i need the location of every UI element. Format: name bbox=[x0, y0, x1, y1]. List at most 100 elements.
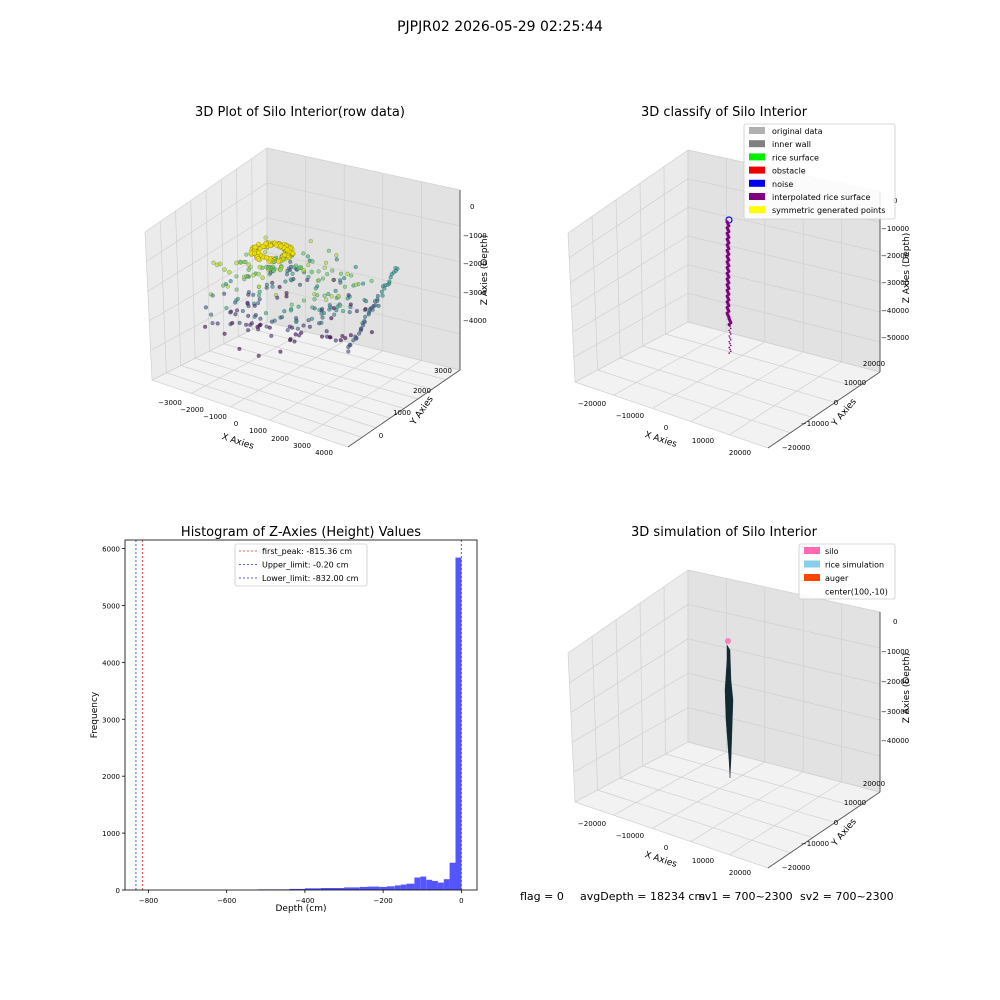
scatter-point bbox=[245, 300, 250, 305]
scatter-point bbox=[348, 333, 353, 338]
scatter-point bbox=[238, 260, 243, 265]
x-grid-line bbox=[238, 336, 433, 390]
y-tick-label: −10000 bbox=[801, 420, 829, 428]
scatter-point bbox=[246, 328, 251, 333]
x-grid-line bbox=[195, 357, 391, 419]
panel4-axes bbox=[567, 569, 881, 869]
z-grid-line bbox=[570, 638, 689, 713]
scatter-point bbox=[312, 297, 317, 302]
y-tick-label: 6000 bbox=[102, 546, 120, 554]
back-left-pane bbox=[568, 570, 688, 802]
scatter-point bbox=[322, 293, 327, 298]
histogram-bar bbox=[320, 888, 345, 890]
scatter-point bbox=[263, 311, 268, 316]
scatter-point bbox=[289, 308, 294, 313]
z-tick-label: −30000 bbox=[881, 708, 909, 716]
scatter-point bbox=[246, 262, 251, 267]
x-tick-label: 0 bbox=[459, 897, 463, 905]
z-tick-label: −1000 bbox=[463, 232, 487, 240]
x-grid-line bbox=[597, 789, 791, 854]
scatter-point bbox=[256, 301, 261, 306]
scatter-point bbox=[251, 292, 256, 297]
y-grid-line bbox=[269, 350, 383, 421]
panel-histogram: Histogram of Z-Axies (Height) Values −80… bbox=[90, 525, 478, 914]
z-grid-line bbox=[574, 321, 689, 383]
scatter-point bbox=[264, 255, 270, 261]
x-grid-line bbox=[220, 179, 225, 344]
histogram-vlines bbox=[135, 540, 462, 890]
panel-3d-classify: 3D classify of Silo Interior −20000 −1000… bbox=[567, 105, 912, 457]
x-grid-line bbox=[620, 357, 813, 418]
scatter-point bbox=[281, 256, 286, 262]
x-grid-line bbox=[574, 801, 769, 869]
histogram-bar bbox=[449, 862, 456, 890]
x-grid-line bbox=[663, 586, 666, 755]
panel1-title: 3D Plot of Silo Interior(row data) bbox=[195, 105, 405, 120]
scatter-point bbox=[338, 338, 343, 343]
z-grid-line bbox=[687, 264, 881, 313]
x-tick-label: 3000 bbox=[293, 442, 311, 450]
y-tick-label: 1000 bbox=[102, 830, 120, 838]
histogram-bar bbox=[367, 886, 380, 890]
y-tick-label: −20000 bbox=[782, 864, 810, 872]
scatter-point bbox=[256, 353, 261, 358]
scatter-point bbox=[234, 287, 239, 292]
legend-swatch bbox=[804, 574, 820, 581]
scatter-point bbox=[257, 297, 262, 302]
scatter-point bbox=[347, 310, 352, 315]
x-grid-line bbox=[639, 603, 644, 767]
scatter-point bbox=[203, 305, 208, 310]
panel4-tick-labels: −20000 −10000 0 10000 20000 −20000 −10000 0 1000… bbox=[578, 618, 909, 877]
silo-marker bbox=[725, 638, 731, 644]
legend-swatch bbox=[749, 127, 765, 134]
y-tick-label: 3000 bbox=[434, 367, 452, 375]
scatter-point bbox=[361, 281, 366, 286]
scatter-point bbox=[270, 319, 275, 324]
legend-label: rice simulation bbox=[825, 561, 884, 570]
histogram-bar bbox=[394, 885, 401, 890]
scatter-point bbox=[301, 268, 306, 273]
scatter-point bbox=[257, 293, 262, 298]
panel3-title: Histogram of Z-Axies (Height) Values bbox=[181, 525, 421, 540]
z-grid-line bbox=[573, 707, 689, 773]
x-tick-label: 4000 bbox=[315, 449, 333, 457]
scatter-point bbox=[342, 276, 347, 281]
scatter-point bbox=[353, 265, 358, 270]
histogram-bar bbox=[400, 884, 407, 890]
scatter-point bbox=[332, 312, 337, 317]
histogram-bar bbox=[406, 883, 415, 890]
panel2-legend: original data inner wall rice surface obsta… bbox=[743, 123, 896, 220]
histogram-legend: first_peak: -815.36 cm Upper_limit: -0.20… bbox=[234, 543, 368, 587]
scatter-point bbox=[282, 252, 288, 258]
z-grid-line bbox=[687, 569, 881, 613]
scatter-point bbox=[230, 321, 235, 326]
scatter-point bbox=[301, 251, 306, 256]
scatter-point bbox=[255, 324, 260, 329]
scatter-point bbox=[296, 304, 301, 309]
panel4-zlabel: Z Axies (Depth) bbox=[902, 653, 912, 724]
interpolated-surface-point bbox=[728, 346, 730, 349]
back-left-pane bbox=[568, 150, 688, 382]
scatter-point bbox=[351, 338, 356, 343]
x-grid-line bbox=[151, 379, 349, 448]
scatter-point bbox=[329, 316, 334, 321]
interpolated-surface-point bbox=[728, 352, 730, 354]
x-grid-line bbox=[567, 652, 576, 803]
x-axis-line bbox=[767, 791, 881, 869]
x-grid-line bbox=[223, 343, 419, 400]
scatter-point bbox=[341, 309, 346, 314]
histogram-bar bbox=[443, 879, 450, 890]
panel-3d-raw: 3D Plot of Silo Interior(row data) −3000… bbox=[144, 105, 490, 457]
scatter-point bbox=[290, 271, 295, 276]
x-tick-label: −200 bbox=[374, 897, 393, 905]
scatter-point bbox=[359, 327, 364, 332]
x-tick-label: −2000 bbox=[180, 406, 204, 414]
scatter-point bbox=[345, 296, 350, 301]
scatter-point bbox=[328, 335, 333, 340]
scatter-point bbox=[234, 260, 239, 266]
scatter-point bbox=[246, 290, 251, 295]
scatter-point bbox=[295, 326, 300, 331]
histogram-bar bbox=[379, 886, 387, 890]
scatter-point bbox=[210, 321, 215, 326]
y-grid-line bbox=[191, 331, 306, 394]
